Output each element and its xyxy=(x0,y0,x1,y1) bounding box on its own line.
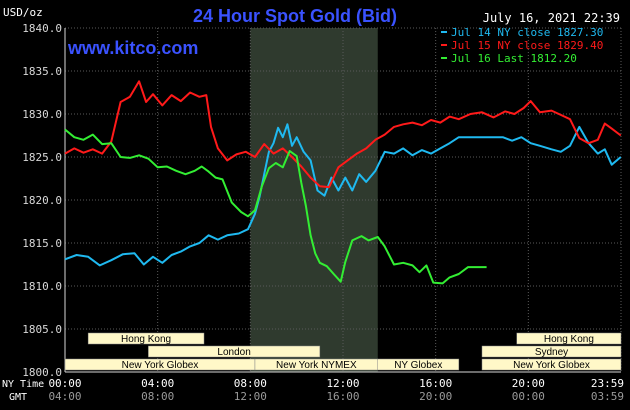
session-label: Hong Kong xyxy=(544,334,594,345)
y-tick-label: 1840.0 xyxy=(22,22,62,35)
x-tick-label-ny: 12:00 xyxy=(326,377,359,390)
grid xyxy=(64,27,622,373)
x-tick-label-gmt: 12:00 xyxy=(234,390,267,403)
trading-sessions: Hong Kong London New York Globex New York N… xyxy=(64,332,622,371)
site-watermark: www.kitco.com xyxy=(67,38,198,58)
session-bar xyxy=(377,358,460,371)
session-label: Sydney xyxy=(535,347,568,358)
session-label: NY Globex xyxy=(394,360,442,371)
x-tick-label-gmt: 08:00 xyxy=(141,390,174,403)
series-line xyxy=(64,128,487,285)
legend-entry: Jul 15 NY close 1829.40 xyxy=(451,39,603,52)
series-lines xyxy=(64,80,622,285)
legend-entry: Jul 16 Last 1812.20 xyxy=(451,52,577,65)
x-tick-label-ny: 04:00 xyxy=(141,377,174,390)
x-tick-label-gmt: 16:00 xyxy=(326,390,359,403)
y-axis-ticks: 1840.0 1835.0 1830.0 1825.0 1820.0 1815.0 1810… xyxy=(22,22,62,379)
session-label: New York Globex xyxy=(122,360,199,371)
x-tick-label-gmt: 03:59 xyxy=(591,390,624,403)
date-time: July 16, 2021 22:39 xyxy=(483,11,620,25)
y-tick-label: 1805.0 xyxy=(22,323,62,336)
x-tick-label-gmt: 04:00 xyxy=(48,390,81,403)
session-bar xyxy=(148,345,321,358)
x-axis-ticks: 00:0004:0004:0008:0008:0012:0012:0016:00… xyxy=(48,377,624,403)
chart-title: 24 Hour Spot Gold (Bid) xyxy=(193,6,397,26)
x-tick-label-ny: 00:00 xyxy=(48,377,81,390)
y-tick-label: 1830.0 xyxy=(22,108,62,121)
session-bar xyxy=(87,332,205,345)
session-label: London xyxy=(217,347,250,358)
x-tick-label-ny: 23:59 xyxy=(591,377,624,390)
ny-time-label: NY Time xyxy=(2,379,44,390)
x-tick-label-gmt: 00:00 xyxy=(512,390,545,403)
y-tick-label: 1810.0 xyxy=(22,280,62,293)
session-label: New York NYMEX xyxy=(276,360,357,371)
y-tick-label: 1825.0 xyxy=(22,151,62,164)
session-label: Hong Kong xyxy=(121,334,171,345)
y-tick-label: 1800.0 xyxy=(22,366,62,379)
unit-label: USD/oz xyxy=(3,6,43,19)
x-tick-label-ny: 16:00 xyxy=(419,377,452,390)
series-line xyxy=(64,80,622,189)
x-tick-label-gmt: 20:00 xyxy=(419,390,452,403)
x-tick-label-ny: 08:00 xyxy=(234,377,267,390)
gmt-label: GMT xyxy=(9,392,27,403)
session-bar xyxy=(481,345,622,358)
session-bar xyxy=(481,358,622,371)
session-bar xyxy=(516,332,622,345)
y-tick-label: 1820.0 xyxy=(22,194,62,207)
legend-entry: Jul 14 NY close 1827.30 xyxy=(451,26,603,39)
y-tick-label: 1835.0 xyxy=(22,65,62,78)
y-tick-label: 1815.0 xyxy=(22,237,62,250)
session-label: New York Globex xyxy=(513,360,590,371)
x-tick-label-ny: 20:00 xyxy=(512,377,545,390)
